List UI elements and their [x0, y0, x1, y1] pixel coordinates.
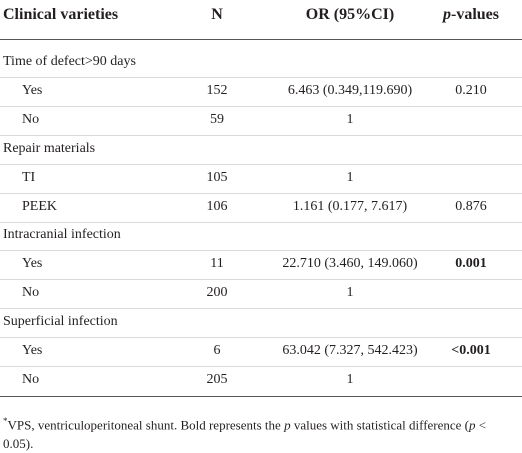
header-cell: p-values	[443, 6, 499, 24]
n-cell: 105	[206, 169, 228, 185]
group-label: Superficial infection	[3, 314, 118, 330]
n-cell: 205	[206, 371, 228, 387]
footnote-part: p	[469, 417, 476, 433]
row-label: PEEK	[22, 198, 57, 214]
or-cell: 1	[346, 371, 354, 387]
n-cell: 106	[206, 198, 228, 214]
p-cell: 0.876	[455, 198, 487, 214]
row-rule	[0, 77, 522, 78]
group-label: Intracranial infection	[3, 227, 121, 243]
row-rule	[0, 221, 522, 223]
or-cell: 6.463 (0.349,119.690)	[287, 82, 413, 98]
row-label: No	[22, 111, 40, 127]
row-rule	[0, 134, 522, 136]
group-label: Repair materials	[3, 140, 96, 156]
row-rule	[0, 163, 522, 165]
or-cell: 1	[346, 169, 354, 185]
p-cell: 0.210	[455, 82, 487, 98]
group-label: Time of defect>90 days	[3, 54, 136, 69]
row-rule	[0, 105, 522, 107]
n-cell: 11	[210, 256, 224, 272]
header-cell: OR (95%CI)	[305, 6, 395, 23]
row-label: No	[22, 285, 40, 301]
n-cell: 59	[210, 111, 224, 127]
bottom-rule	[0, 395, 522, 397]
row-label: TI	[22, 169, 36, 185]
or-cell: 1	[346, 285, 354, 301]
row-label: Yes	[22, 256, 43, 272]
or-cell: 63.042 (7.327, 542.423)	[282, 343, 418, 358]
p-cell: 0.001	[455, 256, 487, 272]
row-label: Yes	[22, 343, 43, 358]
row-label: Yes	[22, 82, 43, 98]
header-cell: Clinical varieties	[3, 6, 119, 23]
p-cell: <0.001	[451, 343, 491, 358]
footnote-part: < 0.05).	[3, 417, 487, 452]
header-text: -values	[451, 6, 499, 23]
footnote-part: VPS, ventriculoperitoneal shunt. Bold re…	[7, 417, 285, 433]
n-cell: 200	[206, 285, 228, 301]
header-italic: p	[443, 6, 451, 23]
row-rule	[0, 366, 522, 367]
header-cell: N	[211, 6, 223, 23]
n-cell: 152	[206, 82, 228, 98]
footnote-part: *	[3, 416, 8, 426]
footnote: *VPS, ventriculoperitoneal shunt. Bold r…	[3, 412, 519, 453]
row-rule	[0, 279, 522, 281]
row-rule	[0, 308, 522, 310]
row-rule	[0, 192, 522, 194]
row-label: No	[22, 371, 40, 387]
header-rule	[0, 39, 522, 40]
or-cell: 22.710 (3.460, 149.060)	[282, 256, 418, 272]
or-cell: 1	[346, 111, 354, 127]
footnote-part: p	[284, 417, 291, 433]
footnote-part: values with statistical difference (	[290, 417, 470, 433]
row-rule	[0, 250, 522, 252]
n-cell: 6	[213, 343, 221, 358]
or-cell: 1.161 (0.177, 7.617)	[292, 198, 408, 214]
row-rule	[0, 337, 522, 339]
